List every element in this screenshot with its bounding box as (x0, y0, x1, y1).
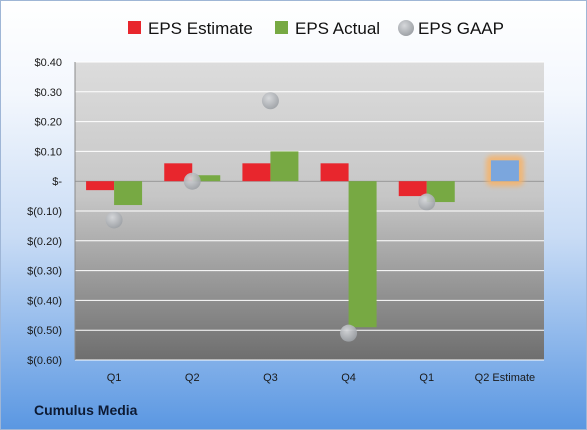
x-tick-label: Q2 Estimate (475, 372, 536, 384)
company-name: Cumulus Media (34, 402, 138, 418)
legend-label: EPS Estimate (148, 19, 253, 38)
legend-swatch (275, 21, 288, 34)
bar-eps-estimate (242, 163, 271, 182)
x-tick-label: Q1 (107, 372, 122, 384)
point-eps-gaap (105, 211, 123, 229)
gaap-points (105, 92, 436, 342)
legend-label: EPS GAAP (418, 19, 504, 38)
x-tick-label: Q1 (419, 372, 434, 384)
y-tick-label: $(0.60) (27, 355, 62, 367)
point-eps-gaap (183, 172, 201, 190)
bar-eps-actual (192, 175, 221, 182)
legend: EPS Estimate EPS Actual EPS GAAP (128, 19, 504, 38)
y-tick-label: $0.30 (34, 87, 62, 99)
y-tick-label: $(0.20) (27, 236, 62, 248)
bar-eps-actual (114, 181, 143, 206)
x-tick-label: Q4 (341, 372, 356, 384)
y-tick-label: $0.20 (34, 117, 62, 129)
bar-q2-estimate (490, 160, 519, 182)
point-eps-gaap (418, 193, 436, 211)
bar-eps-actual (348, 181, 377, 328)
bar-eps-actual (426, 181, 455, 203)
y-tick-label: $(0.30) (27, 266, 62, 278)
y-tick-label: $(0.10) (27, 206, 62, 218)
x-tick-label: Q3 (263, 372, 278, 384)
bar-eps-estimate (398, 181, 427, 197)
legend-swatch (128, 21, 141, 34)
point-eps-gaap (261, 92, 279, 110)
y-tick-label: $0.10 (34, 146, 62, 158)
bar-eps-estimate (86, 181, 115, 191)
y-tick-label: $(0.50) (27, 325, 62, 337)
grid-lines (74, 61, 544, 361)
y-tick-label: $0.40 (34, 57, 62, 69)
bar-eps-estimate (320, 163, 349, 182)
x-axis-tick-labels: Q1 Q2 Q3 Q4 Q1 Q2 Estimate (107, 372, 535, 384)
x-tick-label: Q2 (185, 372, 200, 384)
y-axis-tick-labels: $0.40 $0.30 $0.20 $0.10 $- $(0.10) $(0.20) $(0.… (27, 57, 62, 367)
legend-label: EPS Actual (295, 19, 380, 38)
y-tick-label: $- (52, 176, 62, 188)
legend-swatch (398, 20, 414, 36)
bar-eps-actual (270, 151, 299, 182)
point-eps-gaap (340, 324, 358, 342)
bars (86, 151, 524, 328)
y-tick-label: $(0.40) (27, 295, 62, 307)
